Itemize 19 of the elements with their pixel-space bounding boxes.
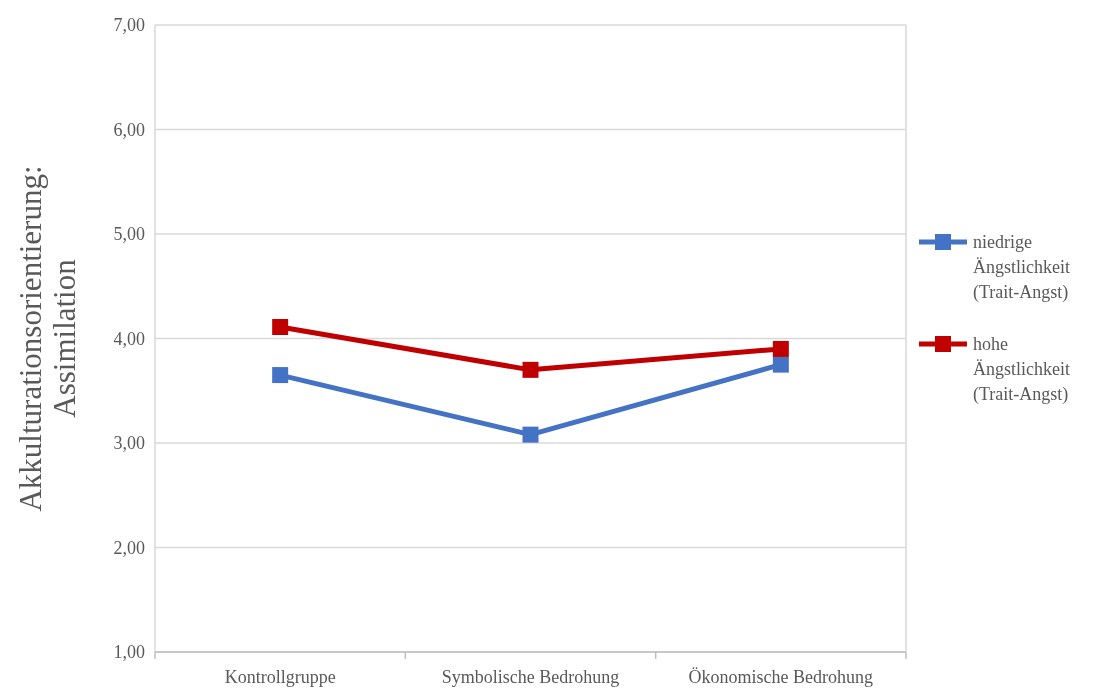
y-tick-label: 2,00: [113, 537, 145, 558]
point: [772, 340, 789, 357]
point: [272, 319, 289, 336]
y-tick-label: 4,00: [113, 328, 145, 349]
y-tick-label: 6,00: [113, 119, 145, 140]
point: [272, 367, 289, 384]
legend-label: niedrige Ängstlichkeit (Trait-Angst): [973, 232, 1070, 303]
x-tick-label: Kontrollgruppe: [224, 667, 336, 687]
x-tick-label: Symbolische Bedrohung: [441, 667, 620, 687]
y-axis-title: Akkulturationsorientierung: Assimilation: [12, 165, 83, 512]
y-tick-label: 7,00: [113, 15, 145, 36]
y-tick-label: 1,00: [113, 642, 145, 663]
legend-label: hohe Ängstlichkeit (Trait-Angst): [973, 334, 1070, 405]
y-tick-label: 3,00: [113, 433, 145, 454]
point: [772, 356, 789, 373]
y-tick-label: 5,00: [113, 224, 145, 245]
point: [522, 361, 539, 378]
point: [522, 426, 539, 443]
x-tick-label: Ökonomische Bedrohung: [688, 667, 874, 687]
